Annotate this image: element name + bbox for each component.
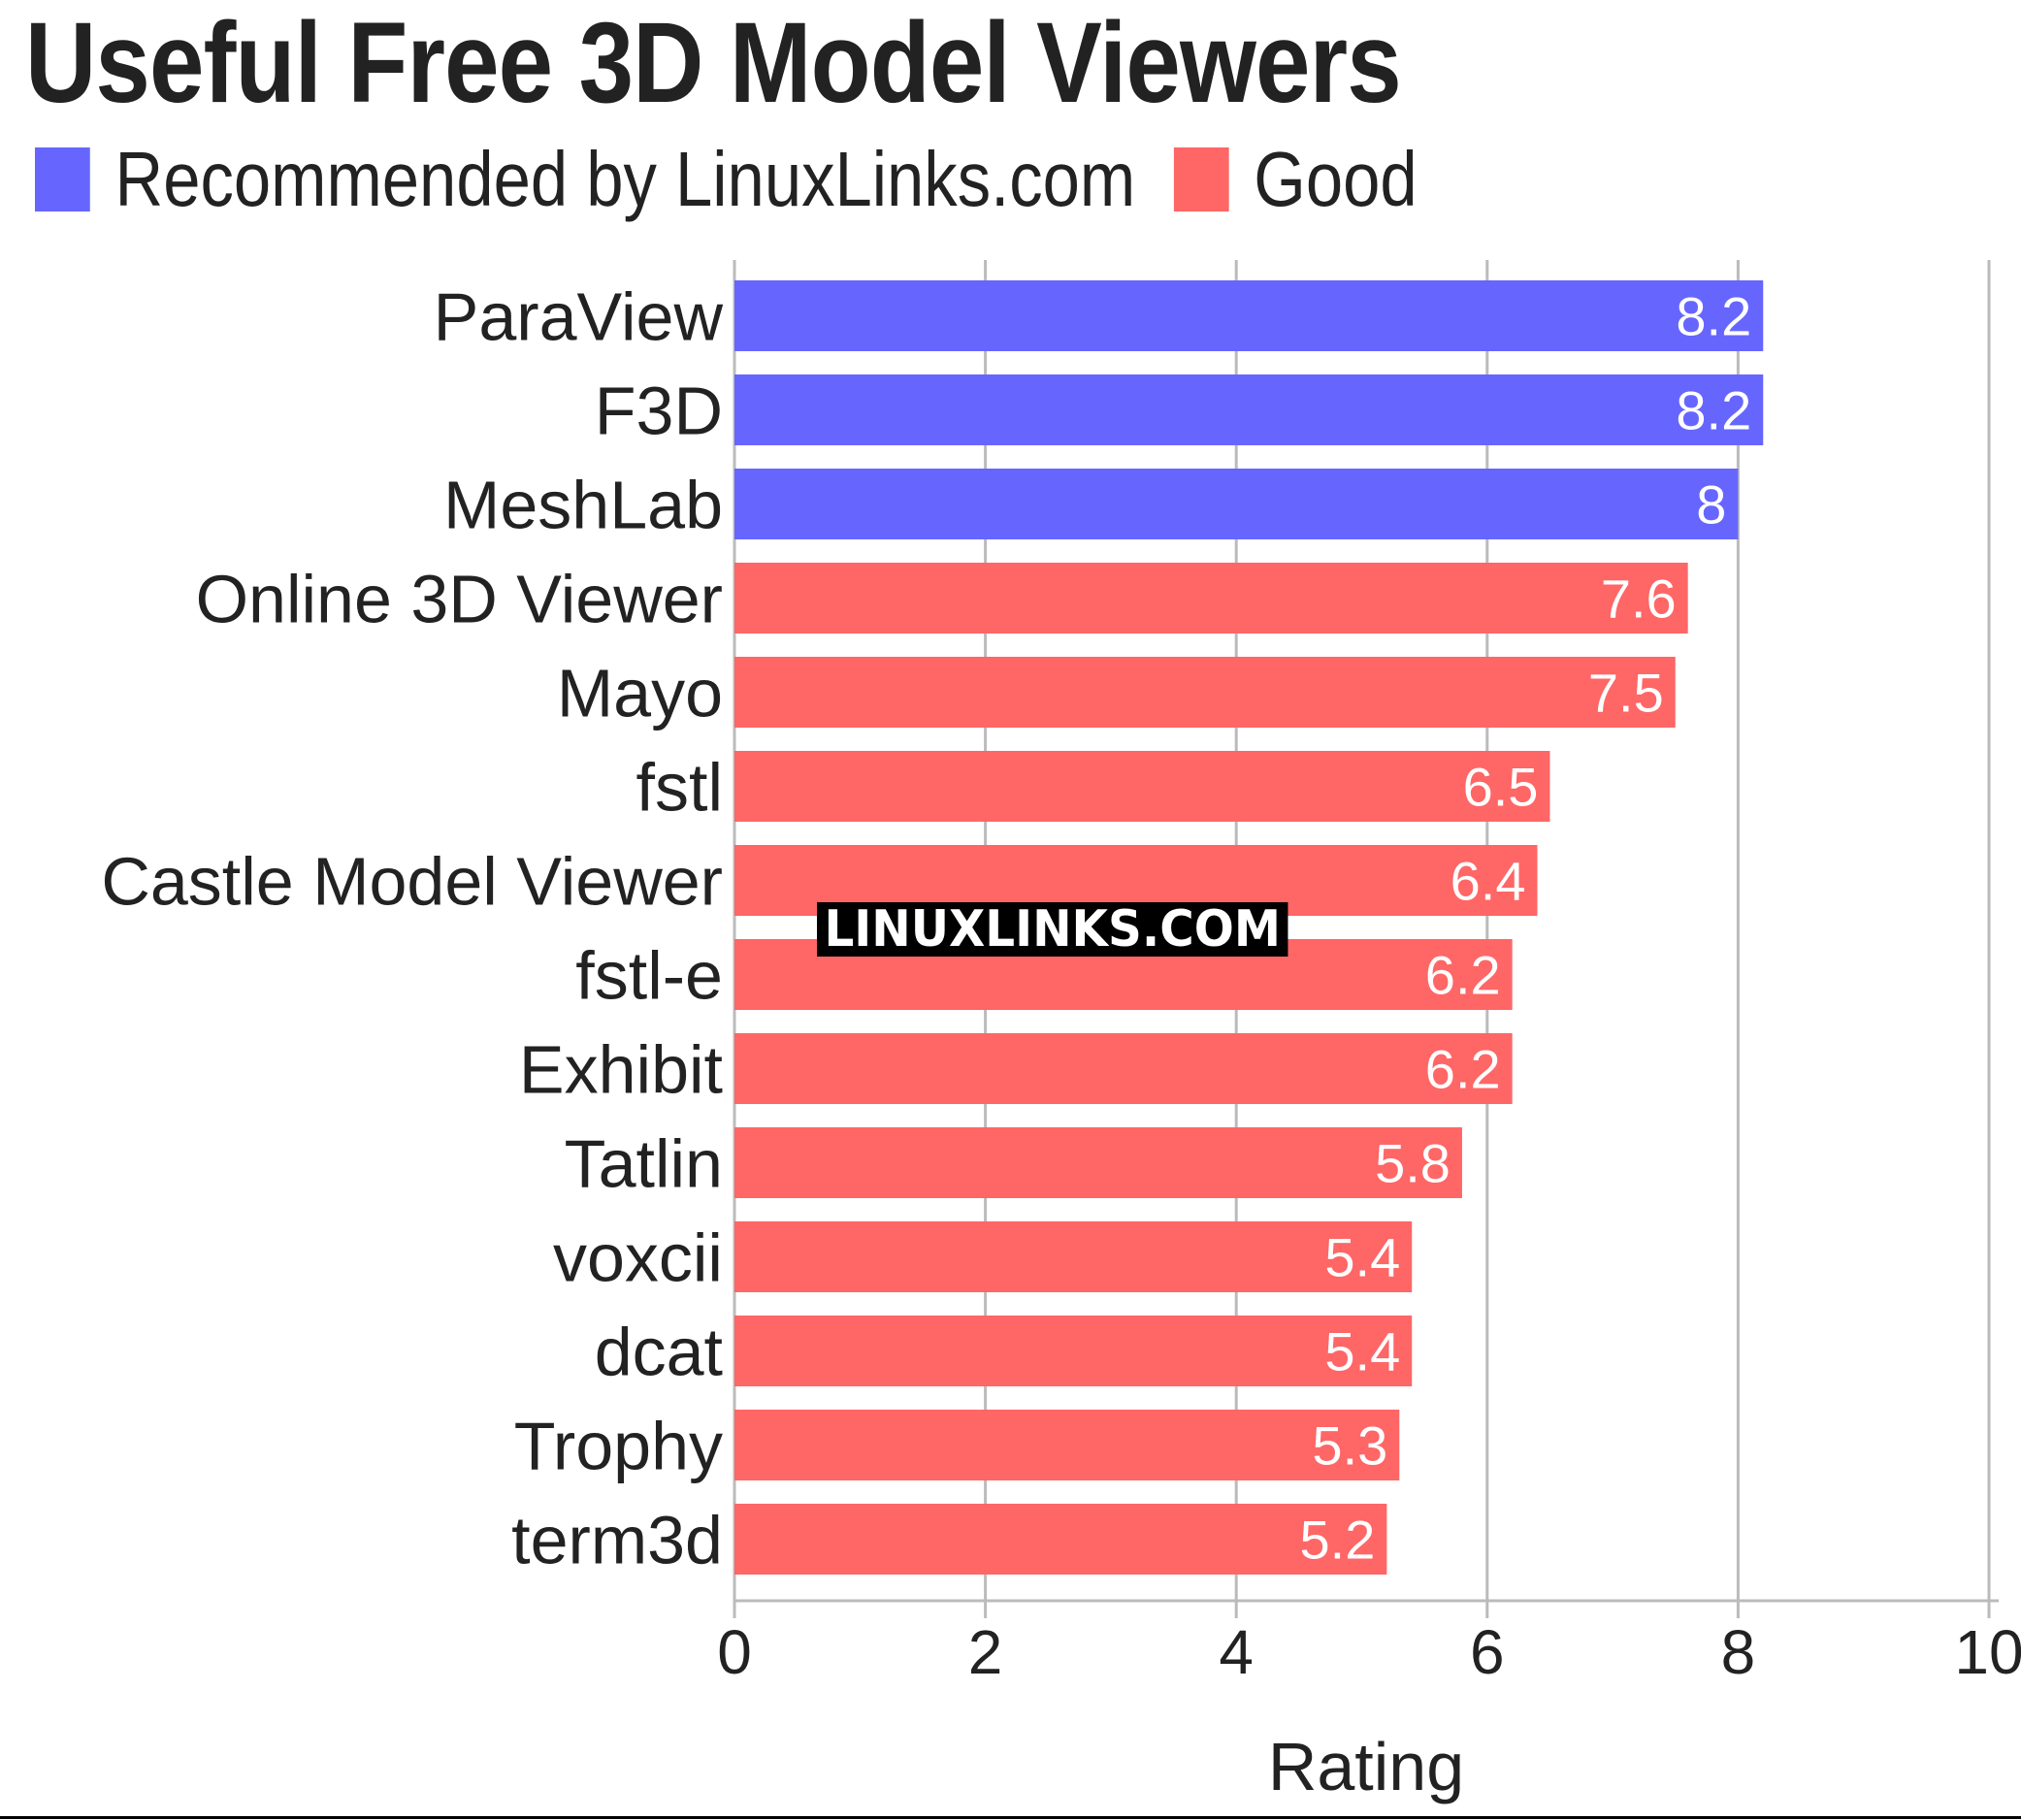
value-label: 5.4 (1324, 1321, 1400, 1382)
category-label: Mayo (557, 656, 723, 731)
bar (734, 1504, 1387, 1575)
value-label: 6.4 (1451, 851, 1526, 912)
value-label: 8.2 (1676, 286, 1751, 347)
labels: 0 2 4 6 8 10 ParaView 8.2 F3D 8.2 MeshLab 8 Online 3… (101, 279, 2021, 1688)
value-label: 8.2 (1676, 380, 1751, 441)
legend-item-good: Good (1173, 135, 1418, 224)
category-label: voxcii (553, 1220, 723, 1296)
value-label: 6.5 (1463, 757, 1539, 818)
bar (734, 751, 1550, 822)
category-label: fstl (636, 750, 723, 826)
category-label: Tatlin (565, 1126, 723, 1202)
x-tick-label: 8 (1721, 1617, 1756, 1687)
value-label: 5.8 (1375, 1133, 1451, 1194)
legend-item-recommended: Recommended by LinuxLinks.com (35, 135, 1135, 224)
value-label: 8 (1696, 474, 1726, 536)
x-tick-label: 6 (1470, 1617, 1505, 1687)
value-label: 5.2 (1300, 1510, 1376, 1571)
category-label: F3D (595, 374, 723, 449)
legend-swatch-good (1173, 147, 1229, 211)
bar (734, 1316, 1413, 1386)
bar (734, 1221, 1413, 1292)
category-label: fstl-e (575, 938, 723, 1014)
x-tick-label: 4 (1219, 1617, 1254, 1687)
legend-swatch-recommended (35, 147, 90, 211)
x-tick-label: 10 (1954, 1617, 2021, 1687)
x-axis-title: Rating (1268, 1729, 1464, 1804)
category-label: Exhibit (519, 1032, 723, 1108)
category-label: Online 3D Viewer (196, 562, 723, 637)
bar (734, 657, 1676, 728)
watermark: LINUXLINKS.COM (817, 902, 1288, 957)
bottom-rule (0, 1816, 2021, 1819)
bar (734, 1033, 1513, 1104)
value-label: 5.4 (1324, 1227, 1400, 1288)
legend-label-good: Good (1254, 136, 1418, 222)
category-label: Castle Model Viewer (101, 844, 723, 920)
value-label: 7.5 (1588, 663, 1664, 724)
bar (734, 280, 1764, 351)
x-tick-label: 0 (717, 1617, 752, 1687)
value-label: 6.2 (1425, 945, 1501, 1006)
chart-title: Useful Free 3D Model Viewers (25, 0, 1402, 127)
category-label: term3d (511, 1503, 723, 1578)
value-label: 7.6 (1601, 569, 1677, 630)
category-label: MeshLab (443, 468, 723, 543)
bar (734, 469, 1739, 539)
category-label: dcat (595, 1315, 723, 1390)
bar (734, 1410, 1400, 1480)
category-label: Trophy (514, 1409, 723, 1484)
bar (734, 374, 1764, 445)
bar (734, 563, 1688, 634)
bar (734, 1127, 1462, 1198)
legend: Recommended by LinuxLinks.com Good (35, 136, 1455, 223)
x-tick-label: 2 (968, 1617, 1003, 1687)
bars (734, 280, 1764, 1575)
legend-label-recommended: Recommended by LinuxLinks.com (114, 136, 1136, 222)
value-label: 5.3 (1312, 1415, 1387, 1477)
category-label: ParaView (434, 279, 724, 355)
value-label: 6.2 (1425, 1039, 1501, 1100)
